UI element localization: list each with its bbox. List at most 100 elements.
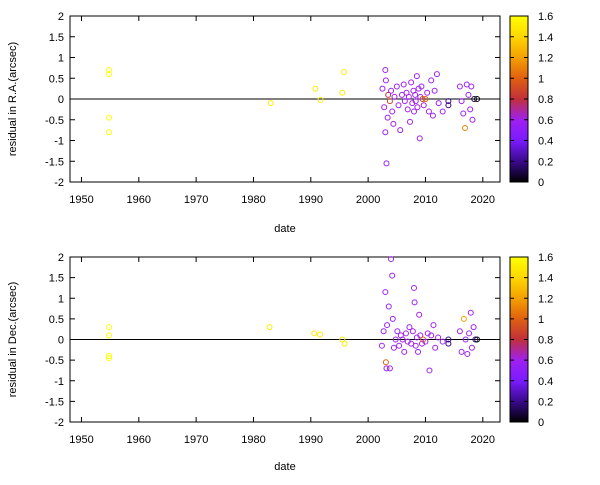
data-point	[424, 89, 431, 96]
data-point	[422, 338, 429, 345]
colorbar-tick-label: 1.4	[538, 32, 553, 44]
data-point	[406, 324, 413, 331]
colorbar-tick-label: 0.8	[538, 335, 553, 347]
x-axis-label: date	[274, 223, 295, 235]
y-tick-label: 0	[58, 94, 64, 106]
x-tick-label: 1980	[241, 434, 265, 446]
data-point	[417, 332, 424, 339]
data-point	[385, 303, 392, 310]
data-point	[414, 104, 421, 111]
data-point	[380, 328, 387, 335]
data-point	[439, 338, 446, 345]
y-tick-label: -0.5	[45, 115, 64, 127]
data-point	[471, 96, 478, 102]
y-tick-label: -1	[54, 136, 64, 148]
data-point	[456, 328, 463, 335]
data-point	[428, 77, 435, 84]
y-axis-label: residual in R.A.(arcsec)	[7, 42, 19, 156]
colorbar-tick-label: 0.2	[538, 156, 553, 168]
x-tick-label: 1990	[299, 194, 323, 206]
data-point	[413, 73, 420, 80]
colorbar-tick-label: 1.2	[538, 53, 553, 65]
data-point	[386, 98, 393, 105]
data-point	[105, 66, 112, 73]
x-tick-label: 2020	[471, 434, 495, 446]
x-tick-label: 1950	[69, 434, 93, 446]
data-point	[395, 102, 402, 109]
data-point	[388, 87, 395, 94]
data-point	[462, 336, 469, 343]
data-point	[470, 324, 477, 331]
colorbar-tick-label: 0.8	[538, 94, 553, 106]
data-point	[385, 91, 392, 98]
x-tick-label: 1970	[184, 434, 208, 446]
data-point	[399, 336, 406, 343]
colorbar-tick-label: 1	[538, 314, 544, 326]
data-point	[408, 79, 415, 86]
data-point	[435, 100, 442, 107]
x-tick-label: 1970	[184, 194, 208, 206]
data-point	[390, 120, 397, 127]
colorbar-tick-label: 1.4	[538, 273, 553, 285]
colorbar-tick-label: 0	[538, 417, 544, 429]
data-point	[339, 89, 346, 96]
data-point	[460, 110, 467, 117]
data-point	[390, 344, 397, 351]
data-point	[409, 328, 416, 335]
data-point	[468, 344, 475, 351]
x-axis-label: date	[274, 461, 295, 473]
data-point	[425, 108, 432, 115]
data-point	[400, 81, 407, 88]
data-point	[418, 83, 425, 90]
data-point	[465, 91, 472, 98]
y-tick-label: -0.5	[45, 355, 64, 367]
data-point	[412, 91, 419, 98]
data-point	[317, 96, 324, 103]
colorbar-tick-label: 0.6	[538, 355, 553, 367]
data-point	[382, 66, 389, 73]
colorbar-tick-label: 0.4	[538, 376, 553, 388]
colorbar-tick-label: 0	[538, 177, 544, 189]
data-point	[445, 98, 452, 105]
data-point	[384, 322, 391, 329]
data-point	[401, 348, 408, 355]
data-point	[394, 328, 401, 335]
data-point	[416, 311, 423, 318]
y-tick-label: 0.5	[49, 73, 64, 85]
data-point	[105, 353, 112, 359]
data-point	[458, 98, 465, 105]
data-point	[467, 106, 474, 113]
data-point	[389, 272, 396, 279]
y-tick-label: 0	[58, 335, 64, 347]
colorbar-tick-label: 0.6	[538, 115, 553, 127]
data-point	[391, 93, 398, 100]
data-point	[445, 340, 452, 347]
data-point	[382, 359, 389, 366]
data-point	[383, 365, 390, 372]
data-point	[474, 336, 481, 343]
x-tick-label: 1960	[127, 434, 151, 446]
data-point	[439, 108, 446, 115]
y-tick-label: 0.5	[49, 314, 64, 326]
data-point	[388, 256, 395, 263]
data-point	[378, 342, 385, 349]
data-point	[467, 309, 474, 316]
colorbar-tick-label: 0.2	[538, 396, 553, 408]
data-point	[420, 102, 427, 109]
data-point	[462, 125, 469, 132]
data-point	[428, 332, 435, 339]
y-tick-label: 2	[58, 252, 64, 264]
y-tick-label: -1.5	[45, 396, 64, 408]
data-point	[401, 98, 408, 105]
x-tick-label: 2000	[356, 194, 380, 206]
data-point	[412, 98, 419, 105]
data-point	[397, 127, 404, 134]
data-point	[456, 83, 463, 90]
data-point	[384, 114, 391, 121]
data-point	[396, 342, 403, 349]
colorbar-tick-label: 1	[538, 73, 544, 85]
data-point	[415, 348, 422, 355]
data-point	[382, 129, 389, 136]
data-point	[464, 350, 471, 357]
colorbar-tick-label: 1.6	[538, 11, 553, 23]
